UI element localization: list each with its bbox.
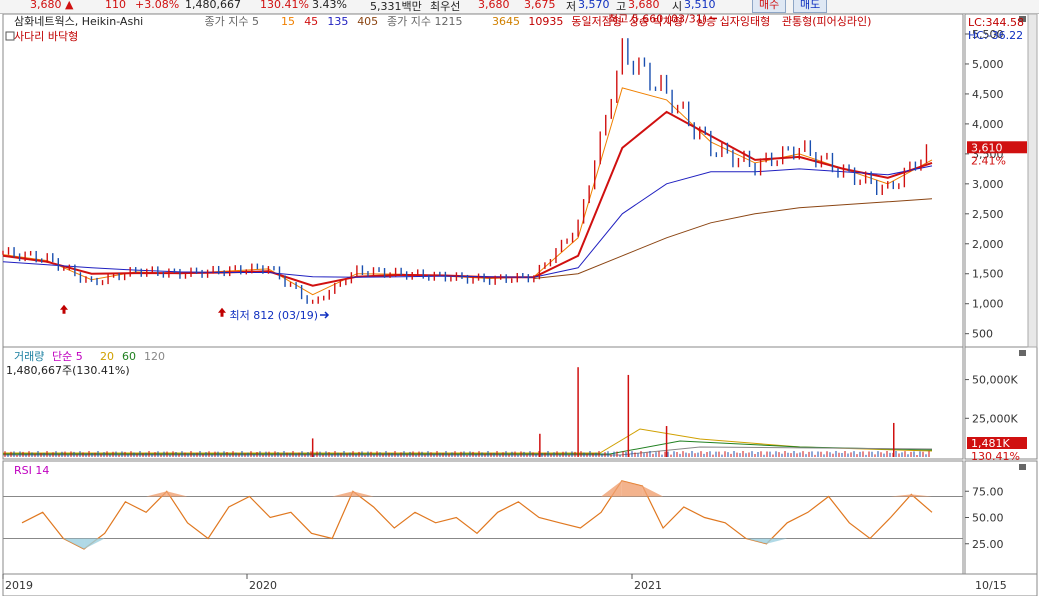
price-legend-item: 관통형(피어싱라인) <box>782 15 872 28</box>
rsi-overbought-fill <box>166 491 188 497</box>
price-legend-item: 종가 지수 5 <box>205 15 259 28</box>
pattern-legend: 사다리 바닥형 <box>14 30 78 43</box>
rsi-overbought-fill <box>621 480 643 497</box>
open-label: 시 <box>672 0 683 13</box>
price-legend-item: 종가 지수 1215 <box>387 15 462 28</box>
current-pct-tag: 2.41% <box>971 154 1006 167</box>
y-tick-label: 500 <box>972 328 993 341</box>
scrollbar <box>1027 14 1038 348</box>
current-price-tag-bg <box>967 141 1027 154</box>
volume-legend-item: 단순 5 <box>52 350 83 363</box>
hc-label: HC:-36.22 <box>968 29 1023 42</box>
sell-button[interactable]: 매도 <box>793 0 828 13</box>
rsi-overbought-fill <box>890 494 912 497</box>
low-label: 저 <box>566 0 577 13</box>
x-tick-label: 2020 <box>249 579 277 592</box>
rsi-overbought-fill <box>601 480 622 497</box>
high-label: 고 <box>616 0 627 13</box>
volume-legend-item: 20 <box>100 350 114 363</box>
price-legend-item: 15 <box>281 15 295 28</box>
rsi-line <box>21 480 933 550</box>
volume-subtitle: 1,480,667주(130.41%) <box>6 364 130 377</box>
ask-price: 3,680 <box>478 0 510 11</box>
rsi-overbought-fill <box>911 494 932 497</box>
stock-chart[interactable]: 5,5005,0004,5004,0003,5003,0002,5002,000… <box>0 14 1039 596</box>
rsi-oversold-fill <box>63 538 85 549</box>
x-axis-frame <box>2 573 1038 596</box>
current-price-tag: 3,610 <box>971 141 1003 154</box>
lc-label: LC:344.58 <box>968 16 1024 29</box>
rsi-oversold-fill <box>84 538 105 549</box>
high-annotation: 최고 5,660 (03/31) <box>608 14 707 25</box>
rsi-oversold-fill <box>745 538 767 544</box>
rsi-overbought-fill <box>352 491 374 497</box>
rsi-overbought-fill <box>332 491 353 497</box>
y-tick-label: 3,000 <box>972 178 1004 191</box>
volume-pct-tag: 130.41% <box>971 450 1020 463</box>
y-tick-label: 2,000 <box>972 238 1004 251</box>
panel-close-icon-3[interactable] <box>1019 464 1026 470</box>
price-legend-item: 삼화네트웍스, Heikin-Ashi <box>14 15 143 28</box>
low-arrow <box>320 311 330 319</box>
rsi-y-tick-label: 25.00 <box>972 538 1004 551</box>
volume-pct: 130.41% <box>260 0 309 11</box>
y-tick-label: 2,500 <box>972 208 1004 221</box>
current-price: 3,680 <box>30 0 62 11</box>
volume-legend-item: 60 <box>122 350 136 363</box>
y-tick-label: 4,000 <box>972 118 1004 131</box>
axis-frame-1 <box>964 14 1038 348</box>
panel-close-icon-2[interactable] <box>1019 350 1026 356</box>
pattern-up-arrow-icon <box>60 304 68 314</box>
y-tick-label: 4,500 <box>972 88 1004 101</box>
best-quote-label: 최우선 <box>430 0 461 13</box>
y-tick-label: 5,500 <box>972 28 1004 41</box>
volume-y-tick-label: 25,000K <box>972 412 1018 425</box>
volume-tag-bg <box>967 437 1027 449</box>
pattern-up-arrow-icon <box>218 307 226 317</box>
rsi-y-tick-label: 50.00 <box>972 512 1004 525</box>
price-legend-item: 10935 <box>528 15 563 28</box>
y-tick-label: 5,000 <box>972 58 1004 71</box>
price-change: 110 <box>105 0 126 11</box>
low-price: 3,570 <box>578 0 610 11</box>
high-price: 3,680 <box>628 0 660 11</box>
rsi-overbought-fill <box>642 486 664 497</box>
volume-legend-item: 120 <box>144 350 165 363</box>
x-tick-label: 2019 <box>5 579 33 592</box>
volume-tag: 1,481K <box>971 437 1010 450</box>
y-tick-label: 1,000 <box>972 298 1004 311</box>
price-legend-item: 45 <box>304 15 318 28</box>
panel-frame-3 <box>2 460 964 575</box>
change-up-icon: ▲ <box>65 0 74 11</box>
pattern-legend-icon <box>5 31 15 41</box>
panel-close-icon-1[interactable] <box>1019 16 1026 22</box>
turnover-rate: 3.43% <box>312 0 347 11</box>
trade-amount: 5,331백만 <box>370 0 422 13</box>
buy-button[interactable]: 매수 <box>752 0 787 13</box>
bid-price: 3,675 <box>524 0 556 11</box>
price-legend-item: 3645 <box>492 15 520 28</box>
trade-volume: 1,480,667 <box>185 0 241 11</box>
open-price: 3,510 <box>684 0 716 11</box>
quote-bar: 3,680 ▲ 110 +3.08% 1,480,667 130.41% 3.4… <box>0 0 1039 14</box>
price-legend-item: 동일저점형 <box>571 14 622 28</box>
rsi-oversold-fill <box>766 538 788 544</box>
panel-frame-2 <box>2 346 964 460</box>
volume-y-tick-label: 50,000K <box>972 374 1018 387</box>
low-annotation: 최저 812 (03/19) <box>229 309 318 322</box>
rsi-overbought-fill <box>146 491 167 497</box>
x-tick-label: 10/15 <box>975 579 1007 592</box>
panel-frame-1 <box>2 14 964 348</box>
rsi-y-tick-label: 75.00 <box>972 485 1004 498</box>
series-line-405 <box>533 198 933 279</box>
volume-legend-item: 거래량 <box>14 350 44 363</box>
price-legend-item: 상승 십자잉태형 <box>696 15 770 28</box>
rsi-legend: RSI 14 <box>14 464 49 477</box>
price-legend-item: 135 <box>327 15 348 28</box>
price-change-pct: +3.08% <box>135 0 180 11</box>
x-tick-label: 2021 <box>634 579 662 592</box>
y-tick-label: 1,500 <box>972 268 1004 281</box>
price-legend-item: 405 <box>357 15 378 28</box>
price-legend-item: 상승 박차형 <box>629 15 683 28</box>
